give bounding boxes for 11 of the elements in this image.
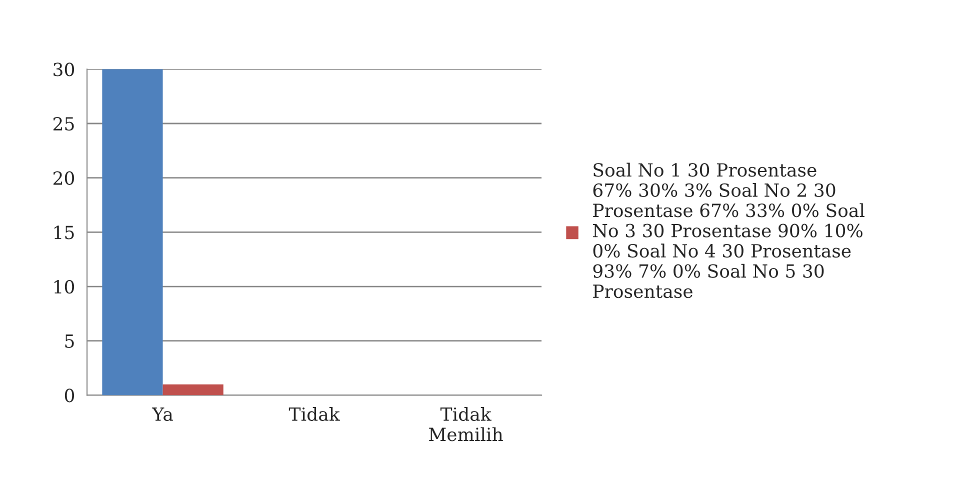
- y-tick-label: 0: [64, 388, 74, 402]
- x-tick-label: Tidak Memilih: [429, 407, 503, 442]
- y-tick-label: 15: [54, 226, 74, 240]
- y-tick-label: 5: [65, 334, 74, 348]
- y-tick-label: 10: [54, 280, 74, 294]
- y-tick-label: 25: [53, 116, 74, 131]
- x-tick-label: Tidak: [288, 407, 340, 421]
- y-tick-label: 20: [53, 171, 74, 185]
- legend-label: Soal No 1 30 Prosentase 67% 30% 3% Soal No 2 30 Prosentase 67% 33% 0% Soal No 3 30 Prosentase 90% 10% 0% Soal No 4 30 Prosentase 93% 7% 0% Soal No 5 30 Prosentase: [593, 162, 864, 298]
- y-tick-label: 30: [54, 62, 74, 76]
- x-tick-label: Ya: [152, 408, 173, 421]
